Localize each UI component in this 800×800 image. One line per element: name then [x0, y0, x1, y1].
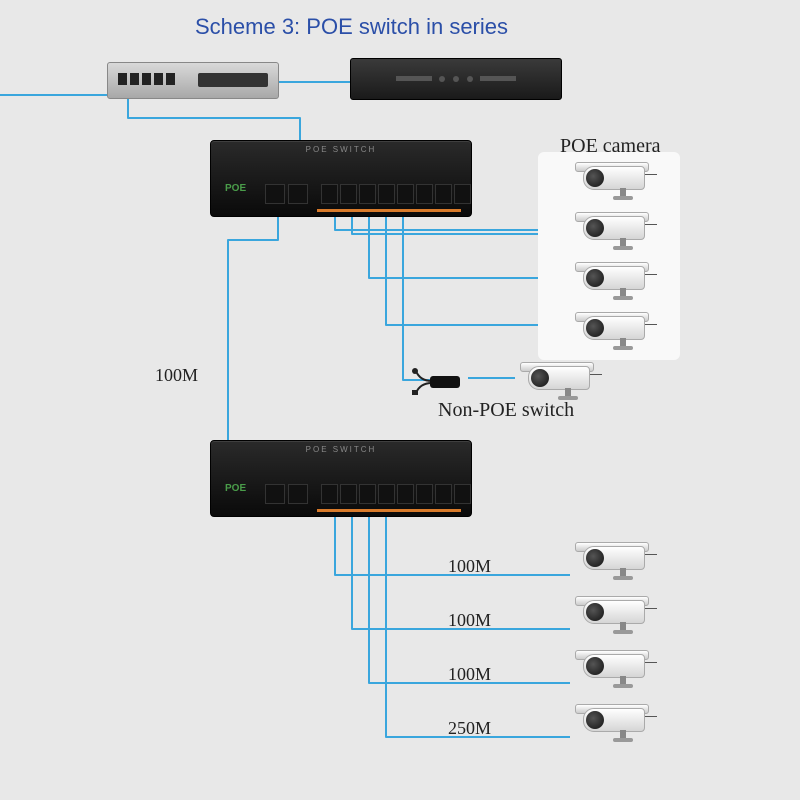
diagram-title: Scheme 3: POE switch in series: [195, 14, 508, 40]
splitter-body: [430, 376, 460, 388]
cable-layer: [0, 0, 800, 800]
poe-camera-1: [565, 160, 655, 200]
poe-ports: [321, 484, 471, 504]
distance-label-3: 100M: [448, 664, 491, 685]
nvr-leds: [439, 76, 473, 82]
distance-label-1: 100M: [448, 556, 491, 577]
uplink-ports: [265, 484, 308, 504]
non-poe-switch-label: Non-POE switch: [438, 399, 574, 422]
distance-label-4: 250M: [448, 718, 491, 739]
poe-camera-label: POE camera: [560, 135, 661, 158]
poe-camera-b3: [565, 648, 655, 688]
router-ports: [118, 73, 175, 85]
non-poe-camera: [510, 360, 600, 400]
poe-badge-icon: POE: [225, 483, 246, 494]
poe-switch-2: POE SWITCH POE: [210, 440, 472, 517]
poe-camera-b2: [565, 594, 655, 634]
poe-camera-3: [565, 260, 655, 300]
poe-port-bar: [317, 209, 461, 212]
poe-switch-1: POE SWITCH POE: [210, 140, 472, 217]
poe-camera-b4: [565, 702, 655, 742]
poe-ports: [321, 184, 471, 204]
poe-camera-b1: [565, 540, 655, 580]
poe-badge-icon: POE: [225, 183, 246, 194]
nvr-device: [350, 58, 562, 100]
uplink-ports: [265, 184, 308, 204]
poe-camera-4: [565, 310, 655, 350]
poe-splitter: [410, 368, 470, 398]
uplink-distance-label: 100M: [155, 365, 198, 386]
poe-camera-2: [565, 210, 655, 250]
router-device: [107, 62, 279, 99]
switch-label: POE SWITCH: [306, 145, 377, 154]
switch-label: POE SWITCH: [306, 445, 377, 454]
distance-label-2: 100M: [448, 610, 491, 631]
poe-port-bar: [317, 509, 461, 512]
